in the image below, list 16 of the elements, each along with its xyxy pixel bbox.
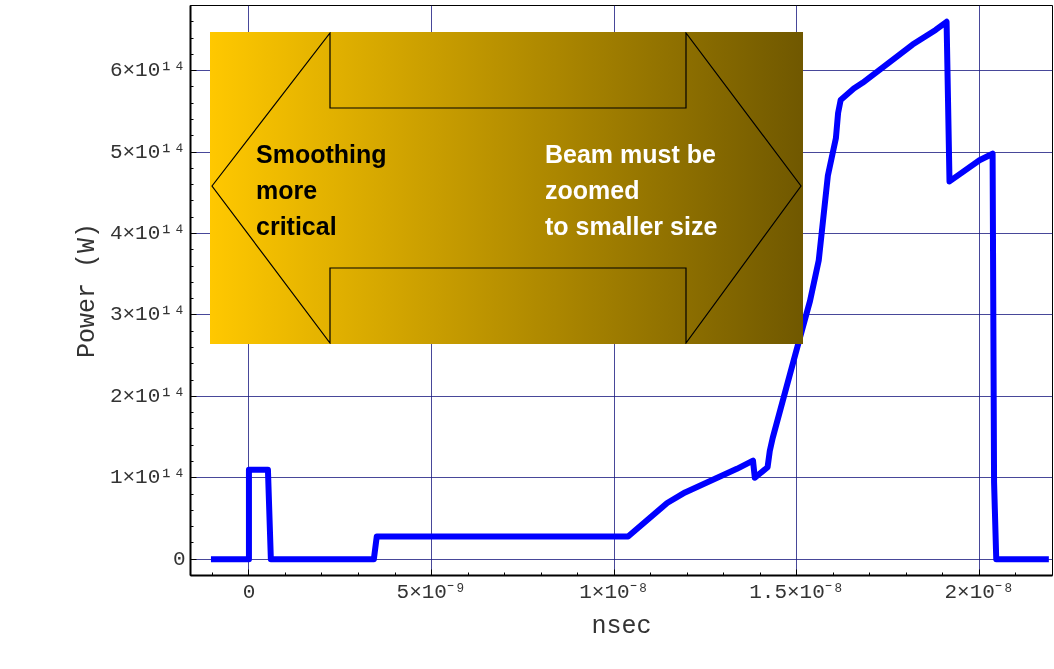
x-tick-label: 5×10⁻⁹: [396, 580, 467, 604]
y-tick-label: 2×10¹⁴: [109, 384, 186, 408]
y-tick-label: 3×10¹⁴: [109, 303, 186, 327]
annotation: Beam must be zoomed to smaller size: [545, 139, 718, 242]
y-tick-label: 1×10¹⁴: [109, 466, 186, 490]
y-tick-label: 0: [172, 547, 186, 571]
y-tick-label: 5×10¹⁴: [109, 140, 186, 164]
x-tick-label: 1×10⁻⁸: [579, 580, 650, 604]
y-tick-label: 4×10¹⁴: [109, 222, 186, 245]
x-tick-label: 0: [242, 580, 256, 604]
annotation: Smoothing more critical: [256, 139, 387, 242]
x-tick-label: 1.5×10⁻⁸: [749, 580, 845, 604]
y-axis-title: Power (W): [72, 222, 102, 359]
x-tick-label: 2×10⁻⁸: [944, 580, 1015, 604]
x-axis-title: nsec: [591, 611, 652, 641]
y-tick-label: 6×10¹⁴: [109, 59, 186, 83]
